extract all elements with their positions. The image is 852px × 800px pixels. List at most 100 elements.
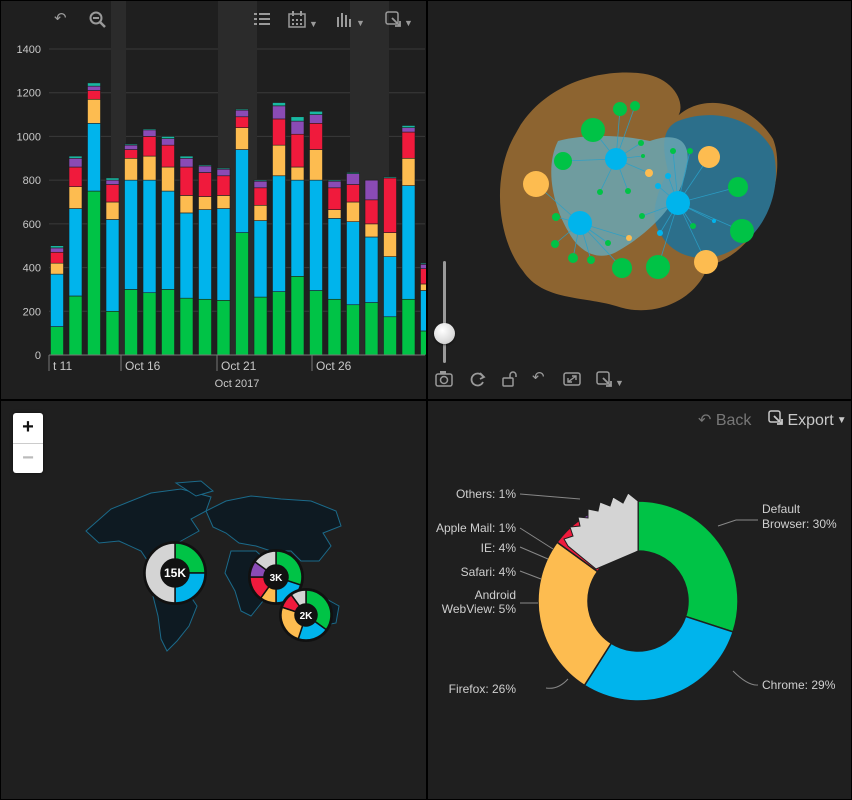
export-icon[interactable]: ▼ bbox=[596, 371, 624, 391]
bar-segment[interactable] bbox=[216, 300, 231, 356]
bar-segment[interactable] bbox=[327, 218, 342, 300]
bar-segment[interactable] bbox=[290, 166, 305, 181]
bar-segment[interactable] bbox=[401, 127, 416, 133]
snapshot-icon[interactable] bbox=[435, 371, 453, 391]
bar-segment[interactable] bbox=[105, 179, 120, 185]
bar-segment[interactable] bbox=[364, 302, 379, 356]
bar-segment[interactable] bbox=[253, 179, 268, 182]
graph-node[interactable] bbox=[612, 258, 632, 278]
bar-segment[interactable] bbox=[68, 155, 83, 159]
bar-segment[interactable] bbox=[50, 326, 64, 356]
bar-segment[interactable] bbox=[179, 155, 194, 159]
bar-segment[interactable] bbox=[235, 108, 249, 111]
bar-segment[interactable] bbox=[383, 176, 397, 179]
graph-node[interactable] bbox=[641, 154, 645, 158]
graph-node[interactable] bbox=[568, 253, 578, 263]
graph-node[interactable] bbox=[698, 146, 720, 168]
graph-node[interactable] bbox=[626, 235, 632, 241]
graph-node[interactable] bbox=[597, 189, 603, 195]
fit-screen-icon[interactable] bbox=[563, 371, 581, 391]
bar-segment[interactable] bbox=[346, 172, 360, 174]
bar-segment[interactable] bbox=[327, 298, 342, 356]
graph-node[interactable] bbox=[605, 148, 627, 170]
bar-segment[interactable] bbox=[50, 245, 64, 249]
bar-segment[interactable] bbox=[105, 219, 120, 312]
cluster-center[interactable] bbox=[264, 565, 288, 589]
donut-slice-others[interactable] bbox=[563, 492, 639, 570]
bar-segment[interactable] bbox=[216, 208, 231, 301]
bar-segment[interactable] bbox=[420, 268, 427, 285]
bar-segment[interactable] bbox=[105, 184, 120, 203]
bar-segment[interactable] bbox=[105, 310, 120, 356]
graph-node[interactable] bbox=[657, 230, 663, 236]
cluster-segment[interactable] bbox=[144, 542, 176, 604]
bar-segment[interactable] bbox=[420, 263, 427, 269]
legend-list-icon[interactable] bbox=[254, 11, 270, 31]
bar-segment[interactable] bbox=[87, 90, 101, 100]
bar-segment[interactable] bbox=[179, 195, 194, 214]
graph-node[interactable] bbox=[551, 240, 559, 248]
bar-segment[interactable] bbox=[420, 290, 427, 332]
unlock-icon[interactable] bbox=[502, 371, 518, 391]
donut-chart[interactable]: Default Browser: 30% Chrome: 29% Firefox… bbox=[428, 401, 851, 799]
bar-segment[interactable] bbox=[290, 179, 305, 277]
bar-segment[interactable] bbox=[161, 136, 175, 139]
bar-segment[interactable] bbox=[420, 330, 427, 356]
bar-segment[interactable] bbox=[105, 201, 120, 220]
bar-segment[interactable] bbox=[253, 296, 268, 356]
bar-segment[interactable] bbox=[216, 168, 231, 177]
bar-segment[interactable] bbox=[420, 283, 427, 291]
bar-segment[interactable] bbox=[198, 298, 212, 356]
bar-segment[interactable] bbox=[142, 155, 157, 181]
undo-icon[interactable]: ↶ bbox=[532, 369, 545, 386]
bar-segment[interactable] bbox=[124, 157, 138, 181]
bar-segment[interactable] bbox=[161, 144, 175, 168]
donut-slice[interactable] bbox=[583, 615, 735, 702]
cluster-center[interactable] bbox=[161, 559, 189, 587]
bar-segment[interactable] bbox=[346, 173, 360, 185]
bar-segment[interactable] bbox=[327, 180, 342, 189]
graph-node[interactable] bbox=[646, 255, 670, 279]
bar-segment[interactable] bbox=[272, 175, 286, 292]
bar-segment[interactable] bbox=[161, 166, 175, 192]
bar-segment[interactable] bbox=[253, 220, 268, 298]
bar-segment[interactable] bbox=[401, 125, 416, 128]
bar-segment[interactable] bbox=[216, 195, 231, 209]
bar-segment[interactable] bbox=[235, 109, 249, 118]
bar-segment[interactable] bbox=[124, 143, 138, 146]
bar-segment[interactable] bbox=[346, 184, 360, 203]
bar-segment[interactable] bbox=[272, 291, 286, 356]
bar-segment[interactable] bbox=[309, 179, 323, 291]
bar-segment[interactable] bbox=[87, 82, 101, 87]
graph-node[interactable] bbox=[645, 169, 653, 177]
graph-node[interactable] bbox=[665, 173, 671, 179]
graph-node[interactable] bbox=[670, 148, 676, 154]
bar-segment[interactable] bbox=[142, 179, 157, 294]
bar-segment[interactable] bbox=[290, 120, 305, 135]
graph-node[interactable] bbox=[655, 183, 661, 189]
bar-segment[interactable] bbox=[309, 149, 323, 181]
bar-segment[interactable] bbox=[50, 273, 64, 327]
bar-segment[interactable] bbox=[364, 179, 379, 201]
bar-segment[interactable] bbox=[142, 292, 157, 356]
graph-node[interactable] bbox=[605, 240, 611, 246]
bar-segment[interactable] bbox=[235, 232, 249, 356]
bar-segment[interactable] bbox=[383, 316, 397, 356]
bar-segment[interactable] bbox=[364, 236, 379, 303]
bar-segment[interactable] bbox=[401, 157, 416, 186]
bar-segment[interactable] bbox=[124, 179, 138, 290]
cluster-center[interactable] bbox=[295, 604, 317, 626]
zoom-slider-thumb[interactable] bbox=[434, 323, 455, 344]
bar-segment[interactable] bbox=[216, 175, 231, 196]
undo-icon[interactable]: ↶ bbox=[54, 10, 67, 27]
bar-segment[interactable] bbox=[142, 136, 157, 157]
graph-node[interactable] bbox=[639, 213, 645, 219]
bar-segment[interactable] bbox=[235, 149, 249, 233]
graph-node[interactable] bbox=[728, 177, 748, 197]
network-graph[interactable] bbox=[428, 1, 851, 399]
bar-segment[interactable] bbox=[364, 199, 379, 225]
bar-segment[interactable] bbox=[161, 289, 175, 356]
bar-segment[interactable] bbox=[420, 262, 427, 265]
bar-segment[interactable] bbox=[142, 129, 157, 137]
graph-node[interactable] bbox=[694, 250, 718, 274]
